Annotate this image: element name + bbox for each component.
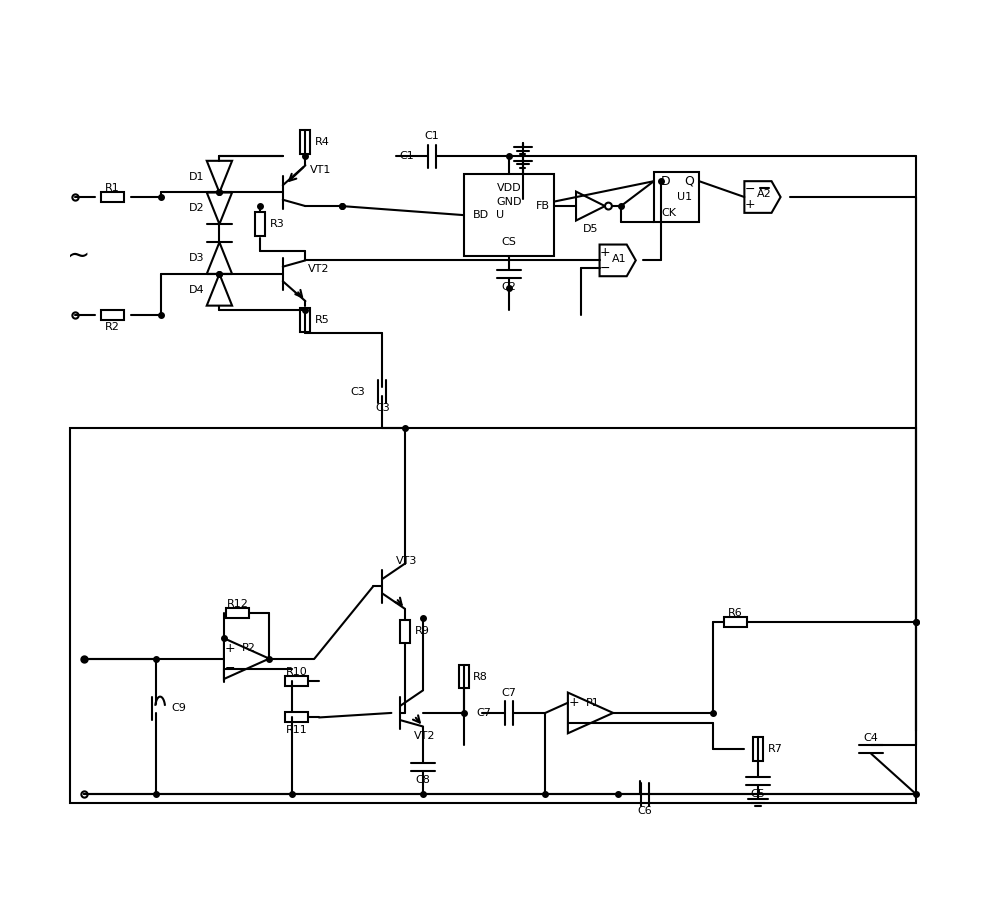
Text: D5: D5 (583, 223, 598, 233)
Bar (101, 310, 124, 320)
Text: BD: BD (473, 210, 489, 221)
Text: R11: R11 (285, 725, 307, 734)
Text: R5: R5 (315, 315, 330, 325)
Text: R1: R1 (105, 183, 120, 192)
Bar (285, 712, 308, 722)
Text: +: + (225, 642, 236, 655)
Text: VT2: VT2 (414, 731, 436, 741)
Bar (724, 618, 747, 628)
Text: C3: C3 (350, 387, 365, 397)
Text: CK: CK (661, 208, 676, 218)
Text: R9: R9 (414, 627, 429, 637)
Text: P2: P2 (241, 643, 255, 653)
Text: ~: ~ (67, 242, 91, 270)
Bar (400, 619, 410, 643)
Text: C1: C1 (400, 152, 414, 162)
Text: +: + (600, 246, 610, 259)
Text: FB: FB (536, 201, 550, 211)
Text: VDD: VDD (497, 183, 521, 193)
Text: D4: D4 (188, 285, 204, 295)
Text: R12: R12 (227, 599, 248, 609)
Bar (459, 665, 469, 688)
Text: U: U (496, 210, 504, 221)
Text: +: + (569, 697, 580, 709)
Text: C5: C5 (751, 789, 765, 799)
Text: U1: U1 (677, 192, 692, 202)
Text: −: − (600, 262, 610, 275)
Text: R2: R2 (105, 322, 120, 332)
Text: C3: C3 (375, 403, 390, 413)
Text: VT2: VT2 (308, 265, 330, 275)
Text: C7: C7 (502, 688, 516, 698)
Text: D1: D1 (189, 172, 204, 182)
Text: VT3: VT3 (396, 556, 417, 566)
Text: D: D (661, 175, 671, 187)
Bar (285, 676, 308, 686)
Bar (101, 192, 124, 202)
Text: C6: C6 (637, 806, 652, 816)
Text: R10: R10 (285, 667, 307, 676)
Text: D2: D2 (188, 203, 204, 213)
Text: R8: R8 (473, 672, 488, 682)
Bar (654, 172, 699, 221)
Text: −: − (569, 717, 579, 730)
Bar (300, 130, 310, 153)
Text: P1: P1 (585, 698, 599, 708)
Text: CS: CS (502, 237, 516, 247)
Text: VT1: VT1 (310, 165, 331, 175)
Bar (255, 212, 265, 236)
Bar (70, 428, 916, 803)
Text: C1: C1 (425, 131, 439, 142)
Text: R3: R3 (270, 219, 284, 229)
Text: −: − (745, 183, 755, 196)
Text: D3: D3 (189, 253, 204, 263)
Text: −: − (225, 663, 236, 675)
Text: Q: Q (685, 175, 695, 187)
Text: R6: R6 (728, 607, 743, 618)
Bar (300, 309, 310, 332)
Text: GND: GND (496, 197, 522, 207)
Text: A2: A2 (757, 189, 772, 199)
Bar (464, 175, 554, 255)
Bar (753, 737, 763, 761)
Text: R7: R7 (767, 744, 782, 754)
Text: C2: C2 (502, 282, 516, 292)
Text: A1: A1 (612, 254, 627, 264)
Bar (226, 608, 249, 618)
Text: C8: C8 (416, 776, 431, 786)
Text: C4: C4 (864, 732, 879, 743)
Text: +: + (744, 199, 755, 211)
Text: C7: C7 (477, 708, 491, 718)
Text: C9: C9 (171, 703, 186, 713)
Text: R4: R4 (315, 137, 330, 147)
